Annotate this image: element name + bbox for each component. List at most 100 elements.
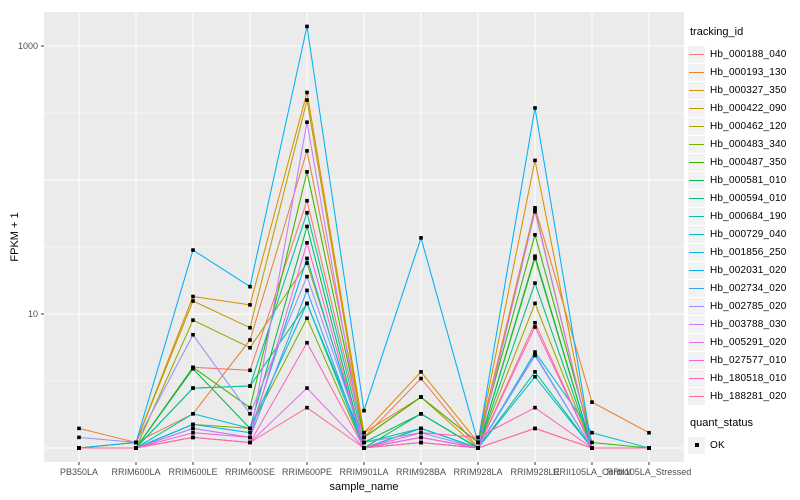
legend-item: Hb_000581_010 (688, 171, 798, 189)
legend-key-line-icon (689, 90, 704, 91)
legend-key-line-icon (689, 108, 704, 109)
data-point (248, 440, 252, 445)
data-point (191, 422, 195, 427)
data-point (248, 405, 252, 410)
x-axis-title: sample_name (329, 481, 399, 493)
data-point (533, 232, 537, 237)
data-point (305, 288, 309, 293)
x-tick-label: PB350LA (60, 467, 98, 477)
legend-key-line-icon (689, 342, 704, 343)
legend-key (688, 436, 705, 454)
data-point (533, 301, 537, 306)
data-point (191, 430, 195, 435)
data-point (590, 400, 594, 404)
legend-item: Hb_002031_020 (688, 261, 798, 279)
legend-item: Hb_002785_020 (688, 297, 798, 315)
legend-item: Hb_002734_020 (688, 279, 798, 297)
data-point (191, 411, 195, 416)
data-point (362, 440, 366, 445)
data-point (248, 325, 252, 330)
legend-key-line-icon (689, 144, 704, 145)
legend-shape-section: quant_status OK (688, 417, 798, 454)
x-tick-label: RRIM600LA (111, 467, 160, 477)
legend-item: Hb_001856_250 (688, 243, 798, 261)
data-point (305, 256, 309, 261)
legend-key (688, 63, 705, 81)
legend-key (688, 351, 705, 369)
legend-key-line-icon (689, 72, 704, 73)
data-point (647, 446, 651, 450)
legend-shape-items: OK (688, 436, 798, 454)
data-point (191, 318, 195, 322)
data-point (248, 435, 252, 440)
data-point (419, 440, 423, 445)
legend-item: Hb_188281_020 (688, 387, 798, 405)
data-point (134, 446, 138, 450)
data-point (305, 316, 309, 321)
data-point (533, 206, 537, 210)
legend-key (688, 243, 705, 261)
legend-item-label: Hb_000594_010 (710, 192, 787, 204)
data-point (419, 435, 423, 440)
legend-item-label: Hb_002031_020 (710, 264, 787, 276)
data-point (647, 430, 651, 435)
data-point (533, 256, 537, 261)
data-point (134, 440, 138, 445)
legend-item: Hb_000327_350 (688, 81, 798, 99)
data-point (533, 350, 537, 354)
data-point (191, 248, 195, 252)
data-point (590, 446, 594, 450)
legend-item-label: Hb_001856_250 (710, 246, 787, 258)
data-point (305, 386, 309, 390)
legend-item: Hb_000729_040 (688, 225, 798, 243)
data-point (362, 446, 366, 450)
legend-key (688, 135, 705, 153)
data-point (191, 294, 195, 299)
legend-key (688, 81, 705, 99)
data-point (305, 120, 309, 124)
data-point (305, 198, 309, 203)
legend-color-title: tracking_id (690, 26, 744, 38)
legend-key-square-icon (694, 443, 699, 447)
legend-key (688, 333, 705, 351)
legend-item: Hb_180518_010 (688, 369, 798, 387)
legend: tracking_id Hb_000188_040 Hb_000193_130 Hb… (688, 26, 798, 454)
data-point (419, 430, 423, 435)
legend-key-line-icon (689, 54, 704, 55)
data-point (305, 149, 309, 153)
x-tick-label: RRIM901LA (339, 467, 388, 477)
data-point (248, 284, 252, 289)
data-point (248, 368, 252, 373)
legend-item: Hb_000193_130 (688, 63, 798, 81)
data-point (533, 209, 537, 214)
x-tick-label: RRIM600SE (225, 467, 275, 477)
data-point (362, 435, 366, 440)
data-point (305, 340, 309, 345)
legend-item: Hb_003788_030 (688, 315, 798, 333)
y-axis-title: FPKM + 1 (9, 212, 21, 262)
legend-item-label: Hb_000462_120 (710, 120, 787, 132)
legend-key-line-icon (689, 216, 704, 217)
y-tick-label: 1000 (18, 41, 38, 51)
legend-item-label: Hb_188281_020 (710, 390, 787, 402)
legend-key (688, 387, 705, 405)
legend-item-label: OK (710, 439, 725, 451)
data-point (305, 274, 309, 279)
data-point (305, 240, 309, 245)
data-point (362, 430, 366, 435)
data-point (590, 430, 594, 435)
x-tick-label: RRIM928LE (510, 467, 559, 477)
data-point (419, 376, 423, 381)
data-point (533, 405, 537, 410)
legend-item-label: Hb_003788_030 (710, 318, 787, 330)
legend-key (688, 117, 705, 135)
legend-item-label: Hb_000483_340 (710, 138, 787, 150)
data-point (248, 303, 252, 307)
data-point (419, 395, 423, 399)
x-tick-label: RRII105LA_Stressed (607, 467, 692, 477)
legend-item: Hb_000487_350 (688, 153, 798, 171)
data-point (533, 207, 537, 212)
legend-item-label: Hb_005291_020 (710, 336, 787, 348)
